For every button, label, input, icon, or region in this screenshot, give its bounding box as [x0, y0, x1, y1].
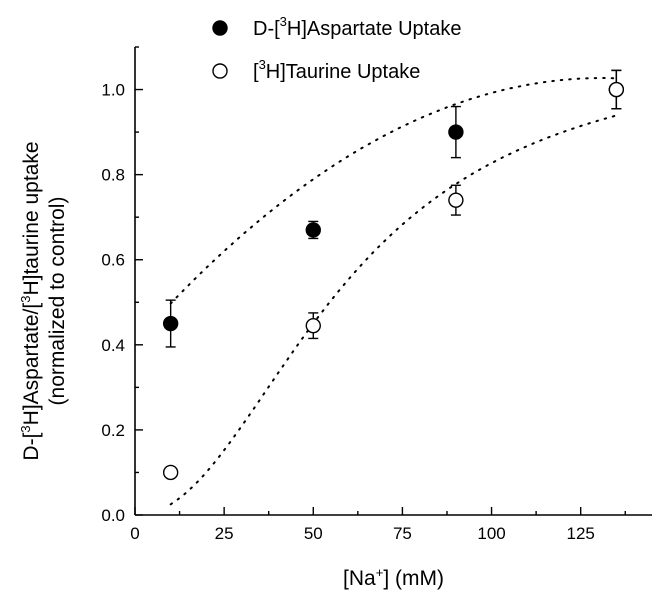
y-tick-label: 0.6 [101, 251, 125, 270]
x-tick-label: 0 [130, 524, 139, 543]
y-tick-label: 0.4 [101, 336, 125, 355]
x-tick-label: 75 [393, 524, 412, 543]
data-point-taurine [448, 192, 464, 208]
x-tick-label: 100 [477, 524, 505, 543]
y-tick-label: 0.0 [101, 506, 125, 525]
y-tick-label: 0.8 [101, 166, 125, 185]
x-ticks: 0 25 50 75 100 125 [130, 507, 626, 543]
y-ticks: 0.0 0.2 0.4 0.6 0.8 1.0 [101, 46, 143, 525]
fit-curve-taurine [169, 114, 618, 506]
y-axis-label-line2: (normalized to control) [46, 197, 69, 406]
data-point-aspartate [448, 124, 464, 140]
legend-marker-taurine [212, 63, 228, 79]
data-points [162, 69, 625, 481]
fit-curve-aspartate [169, 77, 618, 305]
legend-label-taurine: [3H]Taurine Uptake [253, 57, 420, 83]
data-point-taurine [162, 464, 179, 481]
x-tick-label: 50 [304, 524, 323, 543]
legend-label-aspartate: D-[3H]Aspartate Uptake [253, 14, 461, 40]
data-point-aspartate [305, 222, 321, 238]
x-tick-label: 25 [215, 524, 234, 543]
x-axis-label: [Na+] (mM) [343, 565, 444, 590]
legend-marker-aspartate [212, 20, 228, 36]
data-point-aspartate [162, 315, 179, 332]
y-tick-label: 0.2 [101, 421, 125, 440]
data-point-taurine [305, 317, 321, 334]
y-axis-label: D-[3H]Aspartate/[3H]taurine uptake (norm… [18, 141, 69, 460]
x-tick-label: 125 [567, 524, 595, 543]
axes: 0 25 50 75 100 125 0.0 0.2 0.4 0.6 0.8 1.0 [101, 46, 652, 543]
legend: D-[3H]Aspartate Uptake [3H]Taurine Uptak… [212, 14, 461, 83]
y-tick-label: 1.0 [101, 81, 125, 100]
fit-curves [169, 77, 618, 506]
y-axis-label-line1: D-[3H]Aspartate/[3H]taurine uptake [18, 141, 43, 460]
data-point-taurine [608, 81, 625, 98]
